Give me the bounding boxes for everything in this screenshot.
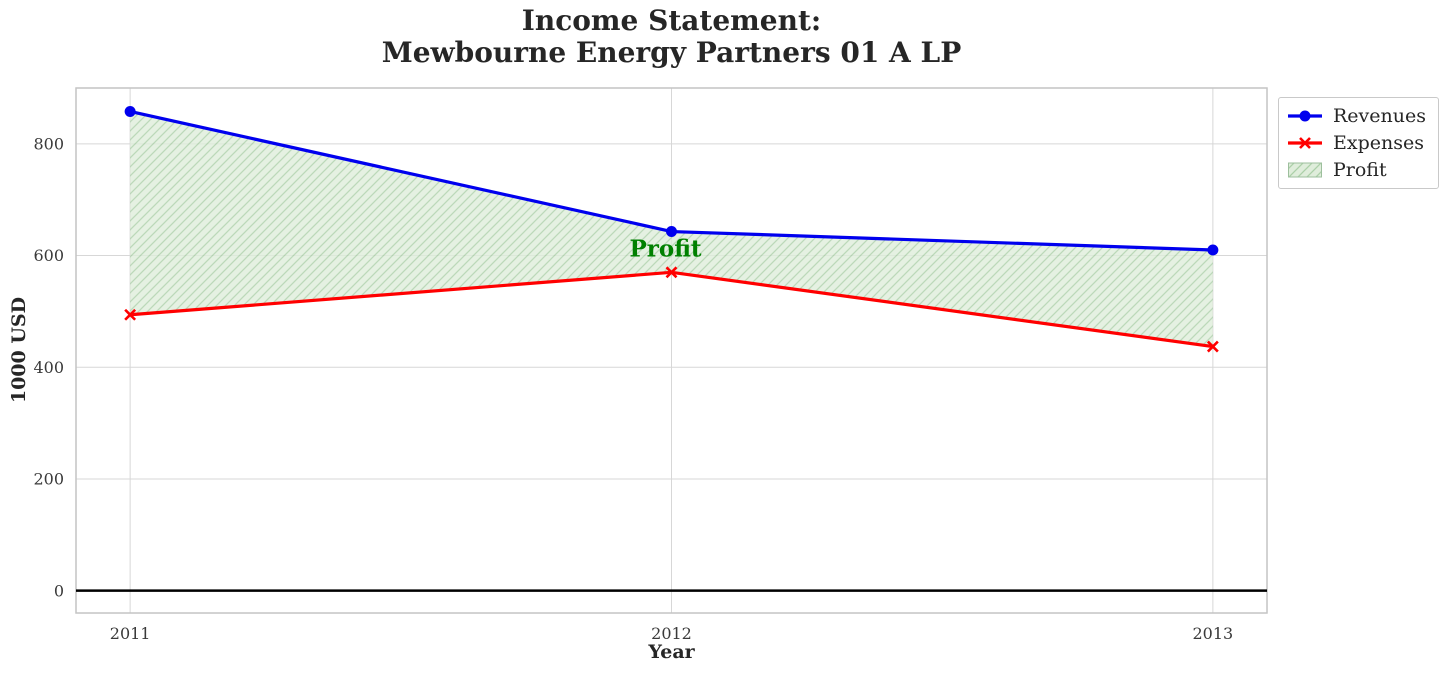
- plot-border: [75, 87, 1268, 614]
- legend-expenses-swatch: [1288, 137, 1322, 149]
- revenues-marker-circle: [666, 226, 677, 238]
- legend-item-revenues: Revenues: [1287, 104, 1426, 128]
- revenues-marker-circle: [1207, 244, 1219, 256]
- y-tick-label: 600: [33, 246, 64, 265]
- expenses-marker-x: [124, 308, 137, 321]
- x-axis-label: Year: [648, 641, 695, 663]
- legend-item-expenses: Expenses: [1287, 131, 1426, 155]
- y-tick-label: 200: [33, 470, 64, 489]
- chart-title: Income Statement: Mewbourne Energy Partn…: [76, 5, 1267, 69]
- legend-label: Profit: [1333, 159, 1387, 181]
- profit-fill-area: [130, 111, 1213, 347]
- y-axis-label: 1000 USD: [8, 296, 30, 404]
- chart-title-line-1: Income Statement:: [521, 4, 822, 37]
- y-tick-label: 0: [54, 581, 64, 600]
- x-tick-label: 2012: [651, 624, 692, 643]
- revenues-marker-circle: [124, 105, 136, 117]
- profit-annotation: Profit: [629, 235, 702, 263]
- x-tick-label: 2013: [1193, 624, 1234, 643]
- x-tick-label: 2011: [110, 624, 151, 643]
- chart-title-line-2: Mewbourne Energy Partners 01 A LP: [381, 36, 962, 69]
- legend-label: Revenues: [1333, 105, 1426, 127]
- y-tick-label: 400: [33, 358, 64, 377]
- expenses-marker-x: [665, 266, 678, 279]
- legend-item-profit: Profit: [1287, 158, 1426, 182]
- expenses-marker-x: [1206, 340, 1219, 353]
- legend-profit-swatch: [1288, 162, 1322, 178]
- legend: Revenues Expenses Profit: [1278, 97, 1439, 189]
- legend-label: Expenses: [1333, 132, 1424, 154]
- y-tick-label: 800: [33, 134, 64, 153]
- legend-revenues-swatch: [1288, 110, 1322, 122]
